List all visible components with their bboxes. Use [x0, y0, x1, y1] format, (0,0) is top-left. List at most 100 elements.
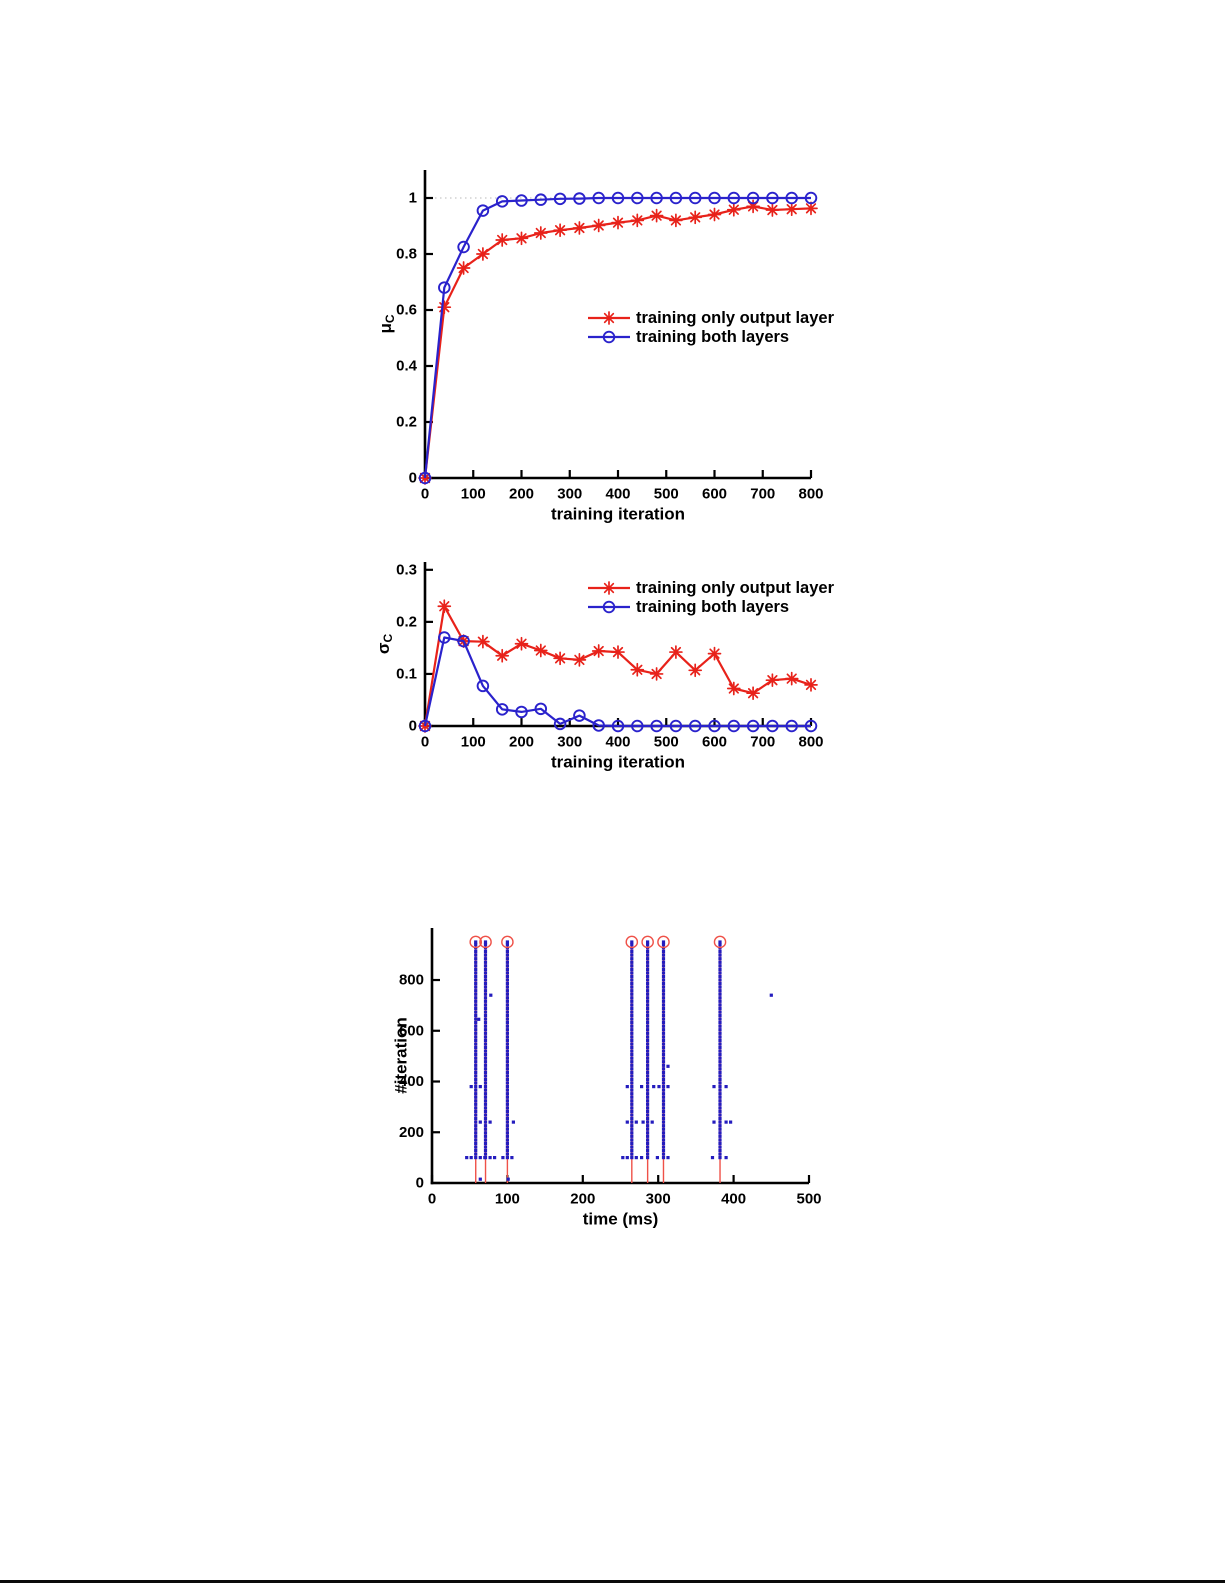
- spike-dot: [630, 1063, 634, 1067]
- spike-dot: [478, 1085, 482, 1089]
- legend-marker: [602, 330, 616, 344]
- asterisk-marker: [495, 648, 510, 663]
- circle-marker: [611, 719, 625, 733]
- spike-dot: [483, 1127, 488, 1131]
- spike-dot: [661, 1134, 666, 1138]
- spike-dot: [646, 1010, 650, 1014]
- spike-dot: [474, 971, 478, 975]
- spike-dot: [661, 1031, 666, 1035]
- spike-dot: [718, 1021, 722, 1025]
- spike-dot: [474, 1060, 478, 1064]
- top-circle-marker: [479, 935, 492, 949]
- spike-dot: [474, 1006, 478, 1010]
- spike-dot: [652, 1085, 656, 1089]
- spike-dot: [474, 1141, 478, 1145]
- spike-dot: [630, 1035, 634, 1039]
- spike-dot: [474, 1134, 478, 1138]
- spike-dot: [661, 982, 666, 986]
- spike-dot: [483, 1117, 488, 1121]
- circle-marker: [534, 193, 548, 206]
- series-red: [418, 199, 818, 485]
- spike-dot: [474, 964, 478, 968]
- circle-marker: [476, 204, 490, 217]
- spike-dot: [483, 1124, 488, 1128]
- mu-chart: 0 100 200 300 400 500 600 700 800 0 0.2 0.4 0.6 0.8 1 t…: [376, 170, 835, 524]
- spike-dot: [483, 1013, 488, 1018]
- spike-dot: [474, 1145, 478, 1149]
- spike-dot: [505, 1131, 509, 1135]
- spike-dot: [483, 1045, 488, 1050]
- circle-marker: [631, 191, 644, 205]
- spike-dot: [505, 942, 509, 947]
- spike-dot: [718, 967, 722, 971]
- spike-dot: [661, 1138, 666, 1142]
- spike-dot: [474, 985, 478, 989]
- spike-dot: [661, 960, 666, 964]
- spike-dot: [630, 1148, 634, 1153]
- legend-marker: [602, 600, 616, 614]
- spike-dot: [505, 1045, 509, 1050]
- spike-dot: [661, 989, 666, 993]
- y-tick-label: 600: [399, 1022, 424, 1039]
- circle-marker: [746, 719, 760, 733]
- spike-dot: [640, 1085, 644, 1089]
- x-tick-label: 600: [702, 486, 727, 503]
- spike-dot: [474, 1109, 478, 1113]
- spike-dot: [483, 1085, 488, 1089]
- spike-dot: [646, 1106, 650, 1110]
- spike-dot: [483, 971, 488, 975]
- spike-dot: [718, 1099, 722, 1103]
- spike-dot: [661, 1081, 666, 1085]
- spike-dot: [661, 1070, 666, 1074]
- spike-dot: [630, 967, 634, 971]
- spike-dot: [474, 1067, 478, 1071]
- spike-dot: [661, 1095, 666, 1099]
- spike-dot: [483, 992, 488, 996]
- spike-column: [713, 935, 727, 1183]
- spike-column: [657, 935, 670, 1183]
- spike-dot: [505, 974, 509, 979]
- spike-dot: [493, 1156, 497, 1160]
- spike-dot: [661, 1053, 666, 1057]
- y-tick-label: 200: [399, 1124, 424, 1141]
- spike-dot: [718, 1067, 722, 1071]
- spike-dot: [646, 1085, 650, 1089]
- spike-dot: [646, 1017, 650, 1021]
- spike-dot: [483, 999, 488, 1003]
- spike-dot: [630, 1060, 634, 1064]
- circle-marker: [611, 191, 625, 205]
- spike-dot: [505, 1113, 509, 1117]
- spike-dot: [474, 1106, 478, 1110]
- spike-dot: [474, 1095, 478, 1099]
- spike-dot: [718, 1088, 722, 1092]
- spike-dot: [505, 985, 509, 989]
- spike-dot: [505, 978, 509, 982]
- spike-dot: [630, 1124, 634, 1128]
- spike-dot: [483, 1053, 488, 1057]
- spike-dot: [483, 1145, 488, 1149]
- spike-dot: [511, 1120, 515, 1124]
- asterisk-marker: [746, 199, 760, 214]
- spike-dot: [474, 1092, 478, 1096]
- spike-dot: [474, 1102, 478, 1106]
- spike-dot: [630, 1117, 634, 1121]
- spike-dot: [505, 1060, 509, 1064]
- circle-marker: [785, 191, 798, 205]
- spike-dot: [718, 1056, 722, 1060]
- spike-dot: [718, 940, 722, 944]
- spike-dot: [661, 1102, 666, 1106]
- spike-dot: [661, 1124, 666, 1128]
- spike-dot: [465, 1156, 469, 1160]
- spike-dot: [718, 1085, 722, 1089]
- spike-dot: [646, 971, 650, 975]
- spike-dot: [505, 1006, 509, 1010]
- spike-dot: [630, 1006, 634, 1010]
- spike-dot: [505, 989, 509, 993]
- spike-dot: [718, 960, 722, 964]
- x-tick-label: 200: [509, 486, 534, 503]
- spike-dot: [483, 989, 488, 993]
- spike-column: [641, 935, 654, 1183]
- x-tick-label: 400: [605, 486, 630, 503]
- spike-dot: [483, 1131, 488, 1135]
- spike-dot: [661, 1021, 666, 1025]
